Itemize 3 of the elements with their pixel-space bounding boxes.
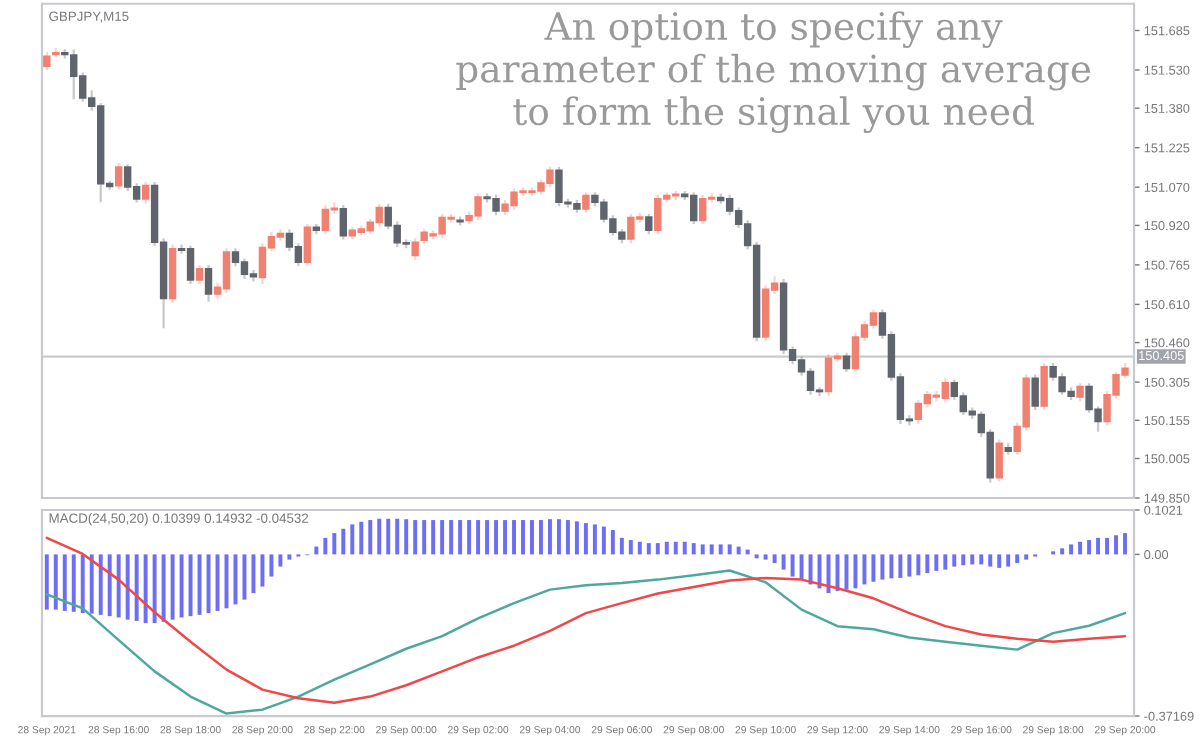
line-series [45, 536, 1127, 704]
annotation: An option to specify any parameter of the moving average to form the signal you need [456, 11, 1091, 134]
line-series [45, 569, 1127, 715]
